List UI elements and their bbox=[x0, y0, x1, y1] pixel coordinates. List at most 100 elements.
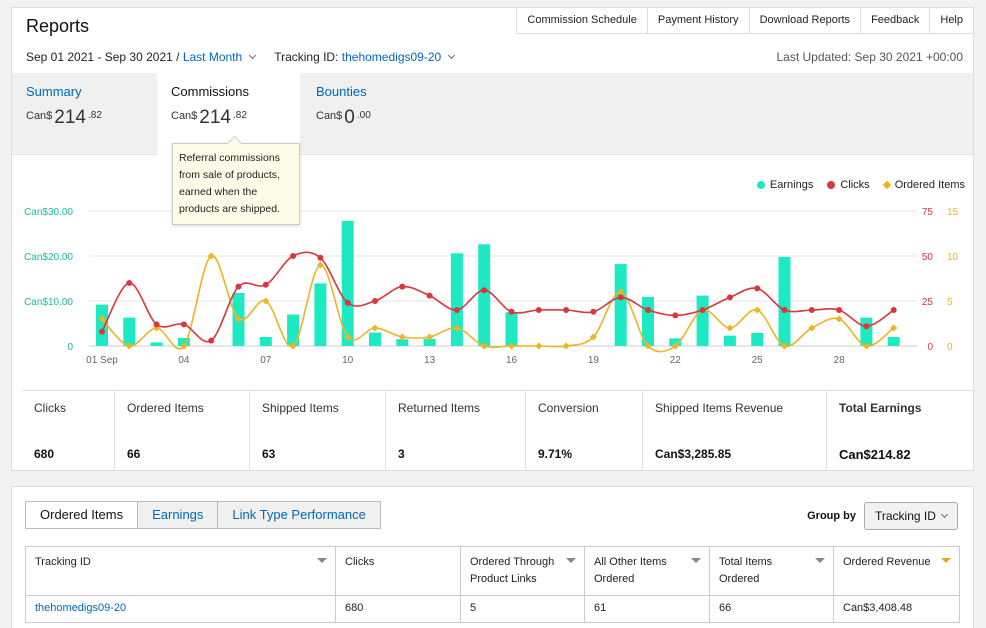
ordered-items-point bbox=[671, 342, 679, 350]
legend-clicks[interactable]: Clicks bbox=[827, 179, 870, 191]
cell-total-items: 66 bbox=[709, 595, 834, 623]
tab-link-type-performance[interactable]: Link Type Performance bbox=[217, 501, 381, 529]
amount-cents: .82 bbox=[233, 110, 247, 121]
stat-label: Total Earnings bbox=[839, 401, 922, 415]
clicks-point bbox=[590, 308, 597, 315]
tab-bounties-label[interactable]: Bounties bbox=[316, 84, 367, 99]
clicks-point bbox=[863, 323, 870, 330]
legend-earnings[interactable]: Earnings bbox=[756, 179, 814, 191]
col-ordered-through-links[interactable]: Ordered Through Product Links bbox=[460, 546, 585, 596]
x-tick-label: 07 bbox=[260, 355, 272, 366]
tracking-id-link[interactable]: thehomedigs09-20 bbox=[35, 602, 127, 614]
ordered-items-point bbox=[726, 324, 734, 332]
tab-commissions-label[interactable]: Commissions bbox=[171, 84, 250, 99]
amount-whole: 0 bbox=[344, 107, 355, 128]
legend-ordered-items[interactable]: Ordered Items bbox=[882, 179, 965, 191]
col-label: All Other Items Ordered bbox=[594, 556, 667, 585]
tab-bounties-amount: Can$ 0 .00 bbox=[316, 107, 433, 129]
last-updated: Last Updated: Sep 30 2021 +00:00 bbox=[776, 50, 964, 64]
clicks-point bbox=[836, 307, 843, 313]
tab-ordered-items[interactable]: Ordered Items bbox=[25, 501, 139, 529]
ordered-items-point bbox=[371, 324, 379, 332]
top-links: Commission Schedule Payment History Down… bbox=[516, 7, 974, 34]
payment-history-link[interactable]: Payment History bbox=[647, 7, 750, 34]
group-by-label: Group by bbox=[807, 510, 856, 522]
col-total-items[interactable]: Total Items Ordered bbox=[709, 546, 834, 596]
earnings-bar bbox=[150, 342, 163, 346]
stat-value: Can$214.82 bbox=[839, 447, 911, 462]
col-tracking-id[interactable]: Tracking ID bbox=[25, 546, 336, 596]
cell-ordered-revenue: Can$3,408.48 bbox=[833, 595, 960, 623]
clicks-point bbox=[153, 321, 160, 328]
ordered-items-point bbox=[562, 342, 570, 350]
ordered-items-point bbox=[617, 288, 625, 296]
x-tick-label: 13 bbox=[424, 355, 436, 366]
clicks-point bbox=[617, 294, 624, 301]
col-ordered-revenue[interactable]: Ordered Revenue bbox=[833, 546, 960, 596]
earnings-bar bbox=[696, 295, 709, 346]
sort-desc-icon[interactable] bbox=[941, 558, 951, 563]
stat-label: Shipped Items Revenue bbox=[655, 401, 784, 415]
tab-commissions-amount: Can$ 214 .82 bbox=[171, 107, 286, 129]
filter-row: Sep 01 2021 - Sep 30 2021 / Last Month T… bbox=[26, 50, 463, 64]
amount-whole: 214 bbox=[199, 107, 231, 128]
clicks-point bbox=[180, 321, 187, 328]
x-tick-label: 04 bbox=[178, 355, 190, 366]
y-clicks-tick-label: 75 bbox=[922, 207, 934, 218]
col-label: Ordered Revenue bbox=[843, 556, 931, 568]
sort-icon[interactable] bbox=[566, 558, 576, 563]
group-by-select[interactable]: Tracking ID bbox=[864, 502, 958, 530]
earnings-bar bbox=[723, 335, 736, 346]
currency: Can$ bbox=[171, 110, 198, 122]
legend-earnings-label: Earnings bbox=[769, 179, 814, 191]
ordered-items-point bbox=[480, 342, 488, 350]
commission-schedule-link[interactable]: Commission Schedule bbox=[516, 7, 648, 34]
chevron-down-icon[interactable] bbox=[448, 51, 456, 60]
y-left-tick-label: 0 bbox=[67, 342, 73, 353]
ordered-items-point bbox=[453, 324, 461, 332]
ordered-items-point bbox=[890, 324, 898, 332]
currency: Can$ bbox=[316, 110, 343, 122]
tab-summary-label[interactable]: Summary bbox=[26, 84, 82, 99]
earnings-bar bbox=[751, 332, 764, 346]
stat-value: 66 bbox=[127, 447, 141, 461]
col-clicks[interactable]: Clicks bbox=[335, 546, 461, 596]
feedback-link[interactable]: Feedback bbox=[861, 7, 931, 34]
sort-icon[interactable] bbox=[691, 558, 701, 563]
help-link[interactable]: Help bbox=[930, 7, 974, 34]
x-tick-label: 10 bbox=[342, 355, 354, 366]
chevron-down-icon[interactable] bbox=[249, 51, 257, 60]
earnings-bar bbox=[287, 314, 300, 346]
commissions-tooltip: Referral commissions from sale of produc… bbox=[172, 143, 300, 225]
sort-icon[interactable] bbox=[317, 558, 327, 563]
y-clicks-tick-label: 50 bbox=[922, 252, 934, 263]
details-panel: Ordered Items Earnings Link Type Perform… bbox=[11, 486, 974, 628]
col-all-other-items[interactable]: All Other Items Ordered bbox=[584, 546, 710, 596]
tab-earnings[interactable]: Earnings bbox=[137, 501, 219, 529]
ordered-items-point bbox=[644, 342, 652, 350]
clicks-point bbox=[535, 307, 542, 313]
tracking-id-dropdown[interactable]: thehomedigs09-20 bbox=[341, 50, 442, 64]
ordered-items-point bbox=[862, 342, 870, 350]
detail-tabs: Ordered Items Earnings Link Type Perform… bbox=[25, 501, 381, 529]
stats-row: Clicks 680 Ordered Items 66 Shipped Items 6… bbox=[22, 390, 973, 471]
clicks-point bbox=[399, 283, 406, 290]
y-ordered-tick-label: 0 bbox=[947, 342, 953, 353]
ordered-items-point bbox=[398, 333, 406, 341]
stat-label: Shipped Items bbox=[262, 401, 339, 415]
clicks-point bbox=[808, 307, 815, 313]
earnings-bar bbox=[450, 253, 463, 346]
x-tick-label: 25 bbox=[752, 355, 764, 366]
tab-summary[interactable]: Summary Can$ 214 .82 bbox=[12, 73, 157, 155]
period-dropdown[interactable]: Last Month bbox=[182, 50, 243, 64]
ordered-items-point bbox=[289, 342, 297, 350]
stat-value: 3 bbox=[398, 447, 405, 461]
download-reports-link[interactable]: Download Reports bbox=[749, 7, 862, 34]
x-tick-label: 01 Sep bbox=[86, 355, 118, 366]
cell-tracking-id[interactable]: thehomedigs09-20 bbox=[25, 595, 336, 623]
ordered-items-point bbox=[316, 261, 324, 269]
y-ordered-tick-label: 10 bbox=[947, 252, 959, 263]
ordered-items-point bbox=[835, 315, 843, 323]
tab-bounties[interactable]: Bounties Can$ 0 .00 bbox=[302, 73, 447, 155]
sort-icon[interactable] bbox=[815, 558, 825, 563]
